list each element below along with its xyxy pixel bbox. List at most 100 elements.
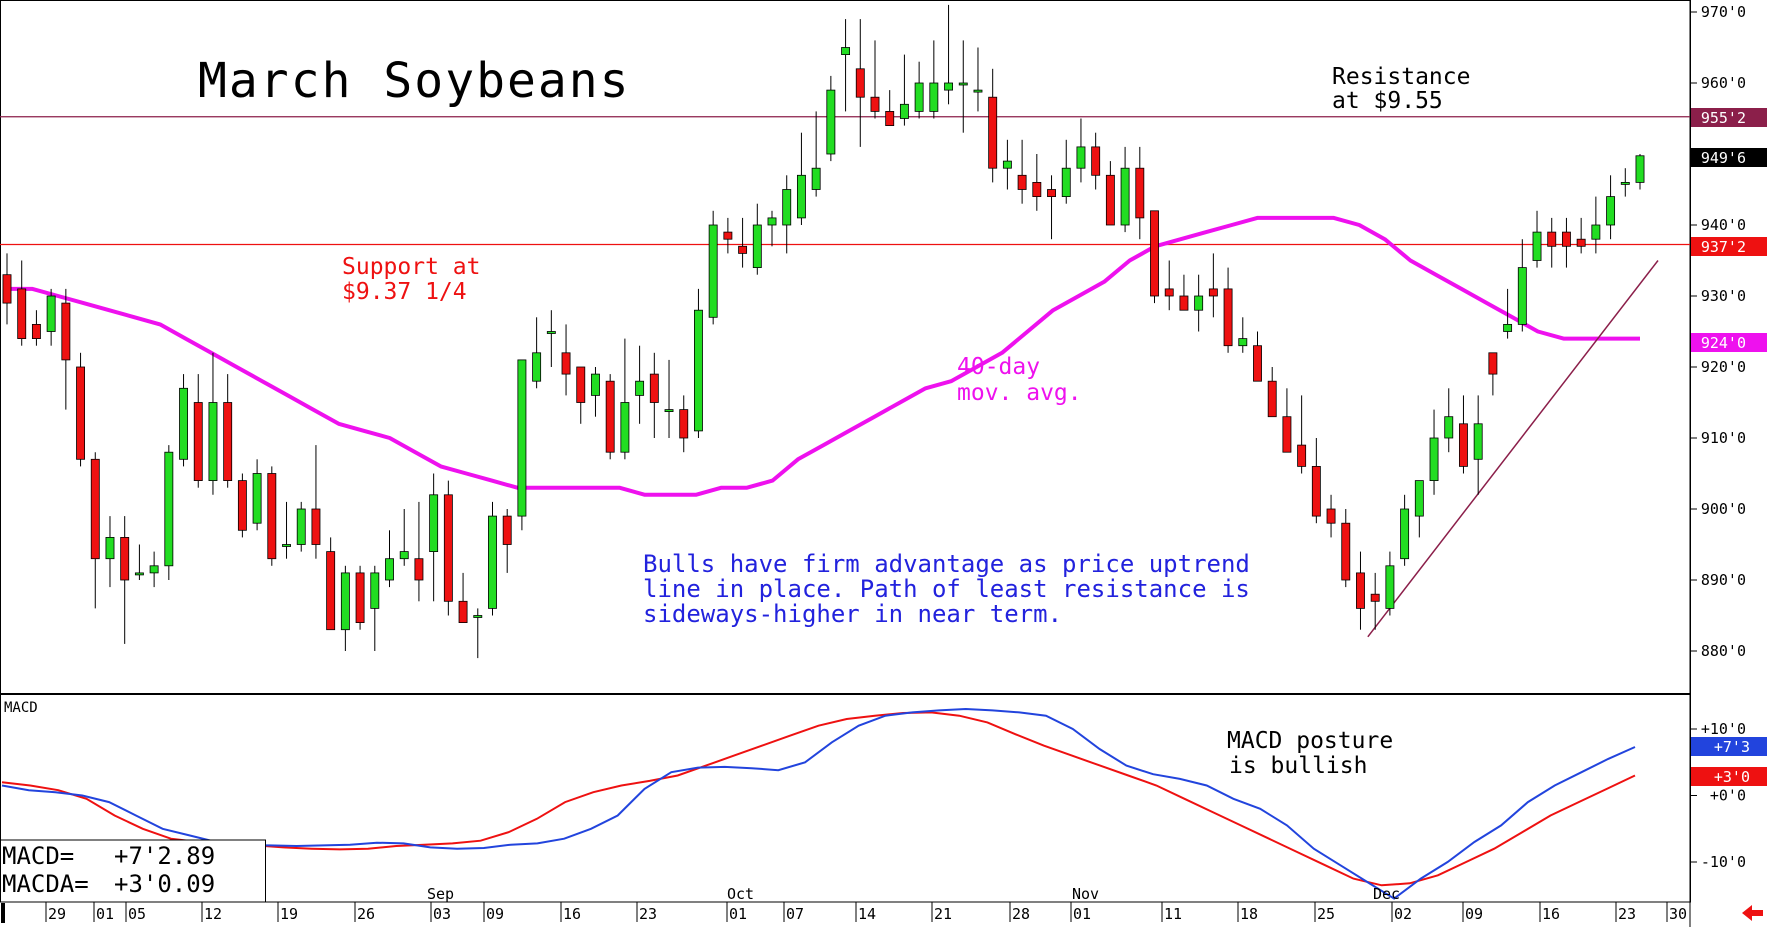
day-label: 12 xyxy=(204,905,222,923)
candle-body xyxy=(767,217,777,226)
ma40-line xyxy=(7,215,1640,497)
candle-body xyxy=(1356,572,1365,609)
candle-body xyxy=(17,288,27,339)
commentary-line-1: Bulls have firm advantage as price uptre… xyxy=(643,550,1250,578)
day-label: 26 xyxy=(357,905,375,923)
day-label: 16 xyxy=(1542,905,1560,923)
candle-body xyxy=(282,544,291,547)
candle-body xyxy=(1591,224,1601,240)
candle-body xyxy=(458,600,468,623)
day-label: 30 xyxy=(1669,905,1687,923)
day-label: 11 xyxy=(1164,905,1182,923)
month-label: Sep xyxy=(427,885,454,903)
candle-body xyxy=(1326,508,1336,524)
candle-body xyxy=(385,558,394,581)
day-label: 28 xyxy=(1012,905,1030,923)
candle-body xyxy=(326,551,336,631)
day-label: 09 xyxy=(486,905,504,923)
ma-label-line1: 40-day xyxy=(957,354,1040,380)
candle-body xyxy=(1238,338,1248,347)
month-label: Oct xyxy=(727,885,754,903)
signal-badge-text: +3'0 xyxy=(1714,768,1750,786)
candle-body xyxy=(826,89,836,155)
day-label: 01 xyxy=(729,905,747,923)
macd-lines xyxy=(1,707,1636,900)
candles xyxy=(2,4,1645,659)
candle-body xyxy=(1032,181,1042,197)
candle-body xyxy=(1503,323,1513,332)
candle-body xyxy=(649,373,659,403)
candle-body xyxy=(1370,593,1380,602)
price-tick-label: 930'0 xyxy=(1701,287,1746,305)
candle-body xyxy=(723,231,733,240)
candle-body xyxy=(488,515,497,609)
uptrend-line-group xyxy=(1367,260,1659,638)
commentary-line-2: line in place. Path of least resistance … xyxy=(643,575,1250,603)
candle-body xyxy=(1459,423,1468,467)
macd-tick-label: -10'0 xyxy=(1701,853,1746,871)
candle-body xyxy=(591,373,600,396)
candle-body xyxy=(296,508,306,545)
candle-body xyxy=(635,380,645,396)
macd-signal-line xyxy=(1,711,1636,887)
candle-body xyxy=(679,409,689,439)
candle-body xyxy=(31,323,41,339)
macd-axis-ticks: +10'0 +0'0 -10'0 xyxy=(1690,720,1746,871)
candle-body xyxy=(1576,238,1586,247)
support-label-line2: $9.37 1/4 xyxy=(342,279,467,305)
candle-body xyxy=(988,96,998,169)
day-label: 01 xyxy=(1073,905,1091,923)
candle-body xyxy=(561,352,571,375)
scroll-right-arrow-icon[interactable] xyxy=(1742,905,1763,921)
candle-body xyxy=(546,331,556,334)
month-label: Nov xyxy=(1072,885,1099,903)
candle-body xyxy=(414,558,424,581)
day-label: 09 xyxy=(1465,905,1483,923)
support-badge-text: 937'2 xyxy=(1701,238,1746,256)
macd-badge-text: +7'3 xyxy=(1714,738,1750,756)
candle-body xyxy=(738,245,748,254)
last-price-badge-text: 949'6 xyxy=(1701,149,1746,167)
day-label: 07 xyxy=(786,905,804,923)
candle-body xyxy=(1091,146,1101,176)
macd-line xyxy=(1,707,1636,900)
macd-tick-label: +10'0 xyxy=(1701,720,1746,738)
candle-body xyxy=(443,494,453,602)
day-label: 03 xyxy=(433,905,451,923)
day-label: 01 xyxy=(96,905,114,923)
candle-body xyxy=(502,515,512,545)
candle-body xyxy=(1120,167,1130,226)
candle-body xyxy=(1517,267,1527,325)
day-label: 23 xyxy=(1618,905,1636,923)
candle-body xyxy=(1400,508,1410,560)
day-label: 29 xyxy=(48,905,66,923)
candle-body xyxy=(1385,565,1395,609)
macd-tick-label: +0'0 xyxy=(1710,787,1746,805)
day-label: 02 xyxy=(1394,905,1412,923)
candle-body xyxy=(532,352,542,382)
candle-body xyxy=(796,174,806,219)
price-tick-label: 900'0 xyxy=(1701,500,1746,518)
day-label: 19 xyxy=(280,905,298,923)
candle-body xyxy=(870,96,880,112)
candle-body xyxy=(1253,345,1262,382)
candle-body xyxy=(1473,423,1483,460)
candle-body xyxy=(929,82,939,112)
candle-body xyxy=(1606,196,1616,226)
candle-body xyxy=(1488,352,1498,375)
candle-body xyxy=(267,473,277,560)
candle-body xyxy=(340,572,350,631)
candle-body xyxy=(855,68,865,98)
scroll-left-marker[interactable] xyxy=(1,903,5,923)
candle-body xyxy=(1297,444,1307,467)
candle-body xyxy=(752,224,762,268)
candle-body xyxy=(1267,380,1277,418)
price-tick-label: 910'0 xyxy=(1701,429,1746,447)
candle-body xyxy=(164,451,174,567)
candle-body xyxy=(1444,416,1454,439)
candle-body xyxy=(1223,288,1233,347)
ma-badge-text: 924'0 xyxy=(1701,334,1746,352)
price-tick-label: 940'0 xyxy=(1701,216,1746,234)
support-label-line1: Support at xyxy=(342,254,480,280)
